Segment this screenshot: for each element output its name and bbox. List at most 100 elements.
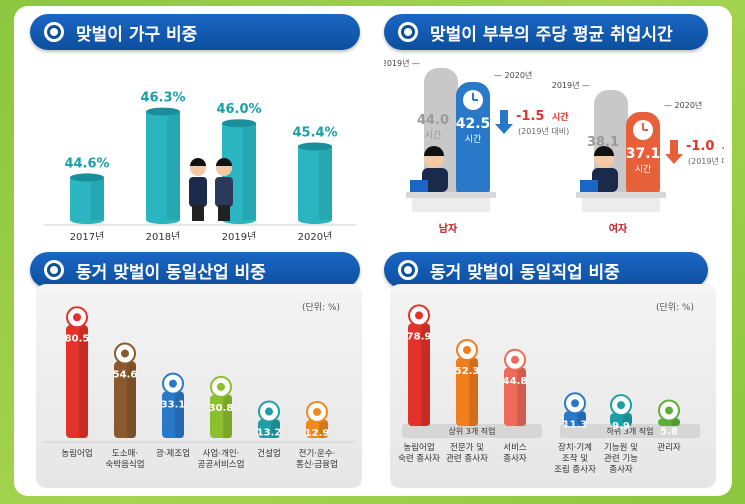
x-tick-label: 기능원 및: [604, 442, 638, 453]
bar-shade: [577, 411, 586, 426]
household-share-chart: 44.6% 2017년 46.3% 2018년 46.0% 2019년 45.4% 2020년: [44, 91, 356, 240]
value-label: 78.9: [407, 331, 432, 342]
change-unit: 시간: [722, 141, 724, 153]
prev-unit: 시간: [425, 130, 442, 141]
icon-glyph: [121, 349, 129, 358]
icon-glyph: [313, 407, 321, 416]
panel-title-text: 동거 맞벌이 동일산업 비중: [76, 262, 266, 283]
laptop-icon: [580, 180, 598, 192]
x-tick-label: 2018년: [146, 231, 181, 240]
value-label: 80.5: [65, 333, 90, 344]
icon-glyph: [665, 406, 673, 415]
unit-label: (단위: %): [302, 303, 341, 313]
bar: [146, 107, 180, 224]
bar-shade: [271, 419, 280, 438]
icon-glyph: [265, 407, 273, 416]
bar: [504, 367, 526, 426]
value-label: 54.6: [113, 370, 138, 381]
bar: [114, 361, 136, 438]
bar: [408, 323, 430, 426]
x-tick-label: 조작 및: [562, 453, 588, 464]
curr-value: 42.5: [456, 116, 491, 132]
value-label: 11.3: [563, 419, 588, 430]
person-hair: [594, 146, 614, 156]
bar: [610, 413, 632, 426]
desk-front: [582, 198, 660, 212]
bullet-icon: [398, 260, 418, 280]
bar-shade: [243, 123, 256, 220]
group-label: 하위 3개 직업: [607, 426, 654, 436]
value-label: 9.9: [612, 421, 630, 432]
group-label: 여자: [609, 222, 628, 235]
bar-shade: [319, 146, 332, 220]
bar-body: [70, 177, 104, 224]
bar-shade: [319, 419, 328, 438]
value-label: 44.8: [503, 376, 528, 387]
x-tick-label: 2019년: [222, 231, 257, 240]
person-body: [422, 168, 448, 192]
x-tick-label: 관련 종사자: [446, 453, 488, 464]
bar-body: [298, 146, 332, 224]
group-label: 남자: [439, 222, 458, 235]
panel-title: 동거 맞벌이 동일직업 비중: [384, 252, 708, 288]
x-tick-label: 전기·운수·: [299, 448, 336, 459]
person-hair: [424, 146, 444, 156]
bar-top: [70, 173, 104, 182]
bar-top: [298, 142, 332, 151]
desk-top: [576, 192, 666, 198]
icon-glyph: [463, 346, 471, 355]
prev-year-label: 2019년 —: [552, 80, 590, 90]
curr-year-label: — 2020년: [664, 100, 702, 110]
curr-unit: 시간: [635, 164, 652, 175]
icon-glyph: [73, 313, 81, 322]
x-tick-label: 관리자: [657, 442, 681, 453]
person-legs: [192, 205, 204, 221]
x-tick-label: 관련 기능: [604, 453, 638, 464]
change-note: (2019년 대비): [518, 126, 569, 136]
person-body: [592, 168, 618, 192]
x-tick-label: 종사자: [503, 454, 527, 464]
icon-glyph: [511, 355, 519, 364]
bar: [162, 391, 184, 438]
person-hair: [216, 158, 232, 166]
value-label: 13.2: [257, 428, 282, 439]
person-hair: [190, 158, 206, 166]
x-tick-label: 농림어업: [403, 442, 434, 453]
panel-title-text: 맞벌이 부부의 주당 평균 취업시간: [430, 24, 673, 45]
desk-front: [412, 198, 490, 212]
x-tick-label: 서비스: [503, 443, 527, 453]
bar-shade: [671, 418, 680, 426]
bar-shade: [421, 323, 430, 426]
same-industry-chart: 80.5 농림어업 54.6 도소매·숙박음식업 33.1 광·제조업 30.8 사업·개인·…: [44, 306, 354, 470]
bar-shade: [167, 111, 180, 220]
unit-label: (단위: %): [656, 303, 695, 313]
x-tick-label: 장치·기계: [558, 442, 592, 453]
group-label: 상위 3개 직업: [449, 426, 496, 436]
bar-shade: [175, 391, 184, 438]
person-body: [215, 177, 233, 207]
curr-value: 37.1: [626, 146, 661, 162]
x-tick-label: 건설업: [257, 448, 280, 459]
x-tick-label: 2017년: [70, 231, 105, 240]
bullet-icon: [398, 22, 418, 42]
person-legs: [218, 205, 230, 221]
bar-shade: [79, 325, 88, 438]
x-tick-label: 통신·금융업: [296, 460, 338, 470]
change-note: (2019년 대비): [688, 156, 724, 166]
x-tick-label: 종사자: [609, 465, 633, 475]
laptop-icon: [410, 180, 428, 192]
curr-unit: 시간: [465, 134, 482, 145]
couple-illustration: [189, 158, 233, 221]
x-tick-label: 전문가 및: [450, 442, 484, 453]
value-label: 46.3%: [140, 91, 185, 106]
bar: [564, 411, 586, 426]
panel-title: 동거 맞벌이 동일산업 비중: [30, 252, 360, 288]
change-value: -1.0: [686, 139, 714, 154]
desk-top: [406, 192, 496, 198]
person-body: [189, 177, 207, 207]
icon-glyph: [217, 382, 225, 391]
change-unit: 시간: [552, 111, 569, 123]
bar: [210, 394, 232, 438]
x-tick-label: 광·제조업: [156, 448, 190, 459]
